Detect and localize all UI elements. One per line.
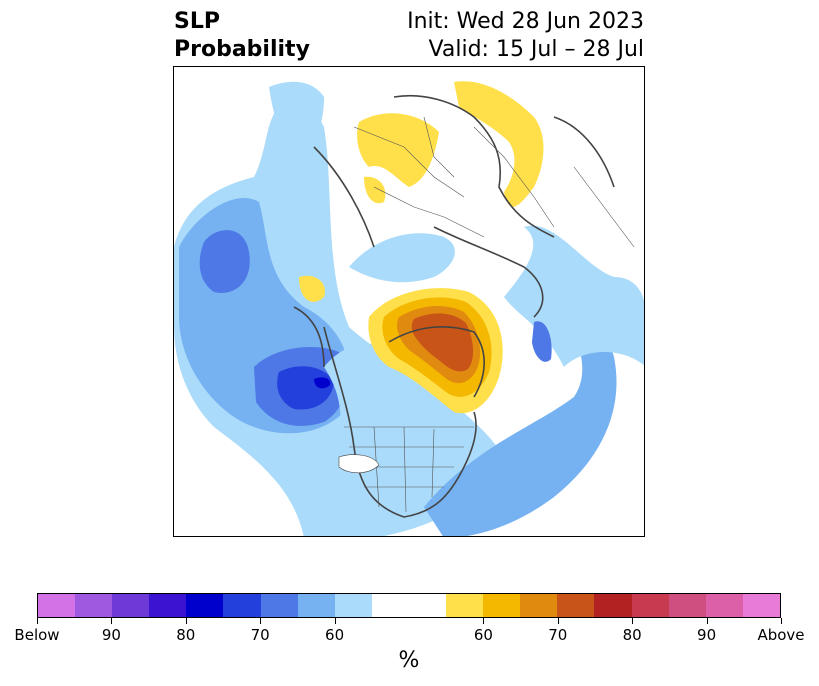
map-dates: Init: Wed 28 Jun 2023 Valid: 15 Jul – 28… (407, 8, 644, 64)
title-product: Probability (174, 37, 310, 62)
valid-range: Valid: 15 Jul – 28 Jul (428, 37, 644, 62)
map-title: SLP Probability (174, 8, 310, 64)
below-region-gulf-alaska-core (277, 366, 334, 410)
colorbar-segment (186, 594, 224, 617)
colorbar-tick (632, 618, 634, 624)
colorbar-segment (223, 594, 261, 617)
title-variable: SLP (174, 9, 220, 34)
colorbar-tick-label: 60 (473, 626, 493, 644)
colorbar-segment (668, 594, 706, 617)
colorbar-segment (446, 594, 484, 617)
colorbar-segment (297, 594, 335, 617)
colorbar-tick (37, 618, 38, 624)
colorbar-segment (594, 594, 632, 617)
colorbar-tick (334, 618, 336, 624)
below-region-atlantic-light (504, 225, 644, 367)
below-region-north-america (269, 81, 324, 157)
colorbar-segment (483, 594, 521, 617)
colorbar-tick (260, 618, 262, 624)
below-region-atlantic (424, 295, 617, 536)
map-panel (173, 66, 645, 537)
colorbar-tick-label: 80 (622, 626, 642, 644)
country-borders (344, 116, 635, 513)
colorbar-tick-label: 70 (548, 626, 568, 644)
below-region-canada-band (324, 343, 389, 462)
colorbar-tick (111, 618, 113, 624)
below-region-gulf-alaska-peak (314, 377, 331, 389)
colorbar-tick (483, 618, 485, 624)
colorbar-segment (260, 594, 298, 617)
below-region-arctic-strip (349, 233, 455, 283)
coastlines (293, 94, 615, 518)
colorbar-segment (742, 594, 780, 617)
init-date: Init: Wed 28 Jun 2023 (407, 9, 644, 34)
colorbar-tick-label: 90 (697, 626, 717, 644)
probability-map (174, 81, 644, 536)
above-region-europe-small (364, 176, 386, 204)
above-region-us (338, 454, 380, 474)
colorbar-segment (38, 594, 76, 617)
colorbar-segment (371, 594, 409, 617)
colorbar-tick-label: 80 (176, 626, 196, 644)
above-region-russia (454, 81, 544, 207)
colorbar-tick (781, 618, 782, 624)
colorbar-tick-label: 60 (325, 626, 345, 644)
above-region-alaska (299, 275, 325, 302)
above-region-europe (357, 113, 439, 187)
colorbar-tick (706, 618, 708, 624)
colorbar-segment (705, 594, 743, 617)
colorbar-segment (334, 594, 372, 617)
colorbar-unit: % (398, 648, 420, 673)
below-region-baffin (532, 321, 552, 362)
colorbar-segment (520, 594, 558, 617)
colorbar-segment (75, 594, 113, 617)
colorbar-segment (149, 594, 187, 617)
colorbar-tick-label: 70 (250, 626, 270, 644)
colorbar-tick-label: Above (757, 626, 805, 644)
colorbar-segment (408, 594, 447, 617)
colorbar-tick-label: Below (14, 626, 60, 644)
colorbar-tick (185, 618, 187, 624)
colorbar-tick (557, 618, 559, 624)
colorbar (37, 593, 781, 618)
colorbar-segment (631, 594, 669, 617)
colorbar-segment (112, 594, 150, 617)
colorbar-segment (557, 594, 595, 617)
below-region-west-strong (199, 230, 250, 293)
colorbar-tick-label: 90 (101, 626, 121, 644)
